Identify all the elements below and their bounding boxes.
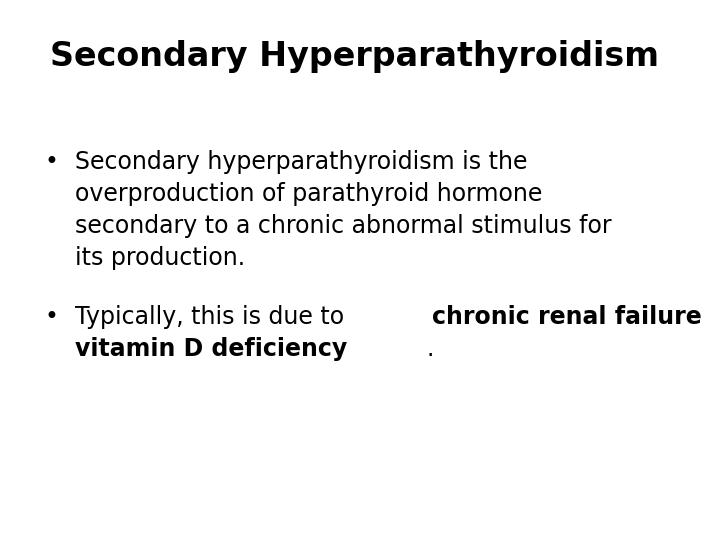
Text: overproduction of parathyroid hormone: overproduction of parathyroid hormone	[75, 182, 542, 206]
Text: its production.: its production.	[75, 246, 245, 270]
Text: Secondary Hyperparathyroidism: Secondary Hyperparathyroidism	[50, 40, 659, 73]
Text: chronic renal failure: chronic renal failure	[432, 305, 702, 329]
Text: Typically, this is due to: Typically, this is due to	[75, 305, 351, 329]
Text: secondary to a chronic abnormal stimulus for: secondary to a chronic abnormal stimulus…	[75, 214, 611, 238]
Text: Secondary hyperparathyroidism is the: Secondary hyperparathyroidism is the	[75, 150, 528, 174]
Text: vitamin D deficiency: vitamin D deficiency	[75, 337, 347, 361]
Text: •: •	[45, 150, 59, 174]
Text: .: .	[426, 337, 433, 361]
Text: •: •	[45, 305, 59, 329]
